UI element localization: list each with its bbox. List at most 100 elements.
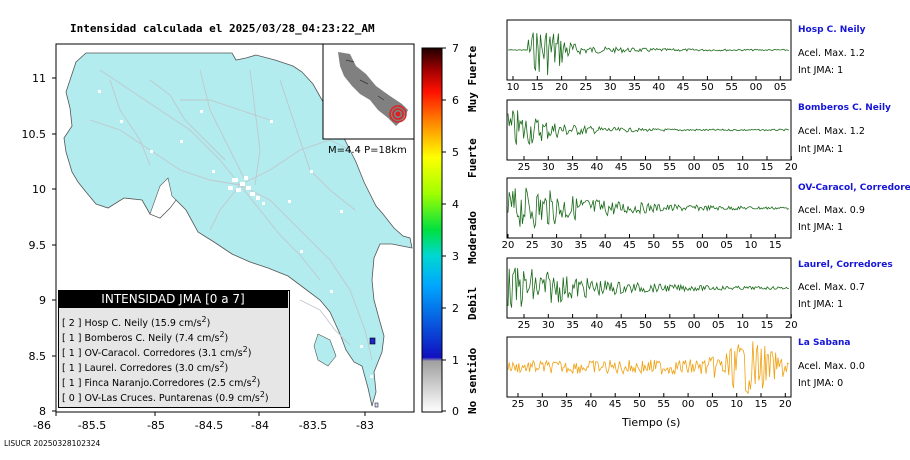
waveform-trace xyxy=(507,110,789,146)
seismogram-x-tick: 00 xyxy=(687,162,701,173)
map-y-tick: 9.5 xyxy=(28,239,47,252)
seismogram-x-tick: 30 xyxy=(541,162,555,173)
seismogram-x-tick: 50 xyxy=(647,240,661,251)
legend-item: [ 1 ] Bomberos C. Neily (7.4 cm/s2) xyxy=(62,330,229,345)
legend-item: [ 1 ] OV-Caracol. Corredores (3.1 cm/s2) xyxy=(62,345,252,360)
map-x-tick: -83 xyxy=(356,419,374,432)
station-acel: Acel. Max. 1.2 xyxy=(798,126,865,137)
seismogram-x-tick: 05 xyxy=(712,320,725,331)
colorbar-tick: 6 xyxy=(452,94,459,107)
map-title: Intensidad calculada el 2025/03/28_04:23… xyxy=(70,22,375,35)
seismogram-x-tick: 40 xyxy=(598,240,612,251)
seismogram-x-tick: 25 xyxy=(517,320,531,331)
station-intensity: Int JMA: 1 xyxy=(798,222,844,233)
seismogram-x-tick: 35 xyxy=(574,240,588,251)
station-name: La Sabana xyxy=(798,338,851,348)
seismogram-x-tick: 55 xyxy=(663,162,677,173)
legend-item: [ 0 ] OV-Las Cruces. Puntarenas (0.9 cm/… xyxy=(62,390,269,405)
seismogram-x-tick: 15 xyxy=(760,320,774,331)
seismogram-x-tick: 45 xyxy=(676,82,690,93)
station-intensity: Int JMA: 1 xyxy=(798,65,844,76)
seismogram-x-tick: 15 xyxy=(530,82,544,93)
map-x-tick: -85.5 xyxy=(77,419,107,432)
station-acel: Acel. Max. 0.0 xyxy=(798,361,865,372)
seismogram-x-tick: 20 xyxy=(784,320,798,331)
seismogram-x-tick: 50 xyxy=(701,82,714,93)
seismogram-x-tick: 10 xyxy=(736,320,750,331)
seismogram-x-tick: 05 xyxy=(773,82,787,93)
seismogram-x-tick: 55 xyxy=(663,320,677,331)
x-axis-label: Tiempo (s) xyxy=(622,416,681,429)
seismogram-x-tick: 30 xyxy=(603,82,617,93)
map-y-tick: 9 xyxy=(39,294,46,307)
epicenter-marker xyxy=(389,105,407,123)
map-x-tick: -83.5 xyxy=(298,419,328,432)
footer-id: LISUCR 20250328102324 xyxy=(4,439,101,448)
seismogram-x-tick: 35 xyxy=(566,320,579,331)
station-name: Bomberos C. Neily xyxy=(798,103,891,113)
seismogram-x-tick: 05 xyxy=(720,240,734,251)
seismogram-x-tick: 45 xyxy=(614,320,628,331)
seismogram-x-tick: 30 xyxy=(550,240,563,251)
seismogram-x-tick: 35 xyxy=(628,82,641,93)
colorbar-category: No sentido xyxy=(466,347,479,414)
seismogram-x-tick: 00 xyxy=(696,240,709,251)
waveforms xyxy=(507,32,792,397)
seismogram-x-tick: 00 xyxy=(749,82,763,93)
map-y-tick: 10 xyxy=(32,183,46,196)
map-y-tick: 10.5 xyxy=(21,128,47,141)
seismogram-x-tick: 20 xyxy=(778,399,792,410)
seismogram-x-tick: 05 xyxy=(706,399,719,410)
station-acel: Acel. Max. 0.9 xyxy=(798,205,865,216)
legend-item: [ 1 ] Finca Naranjo.Corredores (2.5 cm/s… xyxy=(62,375,261,390)
colorbar-tick: 3 xyxy=(452,250,459,263)
seismogram-x-tick: 50 xyxy=(633,399,646,410)
map-y-tick: 11 xyxy=(32,72,46,85)
station-name: Laurel, Corredores xyxy=(798,260,893,270)
seismogram-x-tick: 30 xyxy=(541,320,555,331)
colorbar-tick: 7 xyxy=(452,42,459,55)
station-marker xyxy=(369,337,376,345)
seismogram-x-tick: 50 xyxy=(639,320,652,331)
colorbar-category: Muy Fuerte xyxy=(466,45,479,112)
seismogram-x-tick: 15 xyxy=(768,240,782,251)
seismogram-x-tick: 20 xyxy=(555,82,568,93)
seismogram-x-tick: 10 xyxy=(744,240,758,251)
colorbar-category: Moderado xyxy=(466,211,479,264)
legend-title: INTENSIDAD JMA [0 a 7] xyxy=(58,290,288,308)
seismogram-x-tick: 55 xyxy=(671,240,685,251)
waveform-trace xyxy=(507,267,789,308)
colorbar xyxy=(421,47,443,413)
seismogram-x-tick: 25 xyxy=(517,162,531,173)
map-x-tick: -84.5 xyxy=(194,419,224,432)
colorbar-tick: 0 xyxy=(452,405,459,418)
map-y-tick: 8.5 xyxy=(28,350,47,363)
seismogram-x-tick: 00 xyxy=(687,320,701,331)
waveform-trace xyxy=(508,32,789,76)
colorbar-tick: 1 xyxy=(452,354,459,367)
colorbar-category: Debil xyxy=(466,286,479,320)
inset-map xyxy=(322,43,415,140)
colorbar-tick: 5 xyxy=(452,146,459,159)
waveform-trace xyxy=(507,341,790,395)
station-acel: Acel. Max. 1.2 xyxy=(798,48,865,59)
map-y-tick: 8 xyxy=(39,405,46,418)
station-marker xyxy=(374,402,379,408)
colorbar-tick: 4 xyxy=(452,198,459,211)
colorbar-category: Fuerte xyxy=(466,138,479,178)
seismogram-x-tick: 25 xyxy=(511,399,525,410)
inset-land xyxy=(338,52,408,126)
seismogram-x-tick: 20 xyxy=(784,162,798,173)
seismogram-x-tick: 15 xyxy=(754,399,768,410)
legend-box xyxy=(58,290,290,408)
seismogram-x-tick: 05 xyxy=(712,162,725,173)
map-x-tick: -85 xyxy=(147,419,165,432)
seismogram-x-tick: 10 xyxy=(736,162,750,173)
seismogram-x-tick: 40 xyxy=(584,399,598,410)
seismogram-x-tick: 25 xyxy=(579,82,593,93)
map-x-tick: -86 xyxy=(33,419,51,432)
seismogram-x-tick: 40 xyxy=(590,162,604,173)
station-name: Hosp C. Neily xyxy=(798,25,866,35)
seismogram-x-tick: 40 xyxy=(590,320,604,331)
